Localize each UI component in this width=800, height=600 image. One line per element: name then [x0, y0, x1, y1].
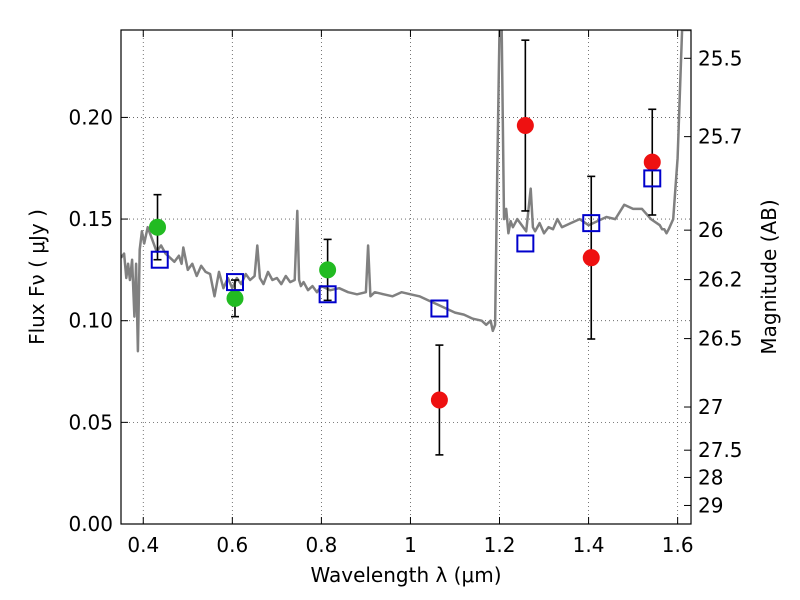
x-axis-label: Wavelength λ (μm)	[310, 563, 501, 587]
y-tick-label: 0.05	[68, 410, 113, 434]
spectrum-group	[121, 30, 691, 353]
model-square	[226, 273, 244, 292]
right-tick-label: 29	[698, 493, 723, 517]
y-axis-label: Flux Fν ( μJy )	[25, 209, 49, 345]
x-tick-label: 1.4	[573, 533, 605, 557]
right-tick-label: 27.5	[698, 438, 743, 462]
y-tick-label: 0.00	[68, 512, 113, 536]
y-tick-label: 0.15	[68, 207, 113, 231]
spectrum-line	[121, 30, 691, 353]
x-tick-label: 1.2	[484, 533, 516, 557]
model-square	[150, 250, 169, 269]
right-tick-label: 26.2	[698, 268, 743, 292]
marker-group	[149, 117, 662, 409]
model-square	[430, 299, 449, 318]
data-point	[430, 391, 448, 409]
model-square	[582, 214, 601, 233]
model-square	[318, 285, 337, 304]
right-tick-label: 25.7	[698, 125, 743, 149]
x-tick-label: 0.6	[216, 533, 248, 557]
right-tick-label: 27	[698, 395, 723, 419]
model-square	[516, 234, 535, 253]
x-tick-label: 0.4	[127, 533, 159, 557]
right-tick-label: 26.5	[698, 327, 743, 351]
data-point	[582, 249, 600, 267]
data-point	[643, 153, 661, 171]
x-tick-label: 1	[404, 533, 417, 557]
right-tick-label: 25.5	[698, 46, 743, 70]
data-point	[516, 117, 534, 135]
plot-frame	[120, 29, 692, 525]
data-point	[319, 261, 337, 279]
y-tick-label: 0.20	[68, 105, 113, 129]
ticks: 0.4 0.6 0.8 1 1.2 1.4 1.6 0.00 0.05 0.10 0.15 0.20 2…	[68, 30, 743, 557]
x-tick-label: 0.8	[305, 533, 337, 557]
right-axis-label: Magnitude (AB)	[757, 199, 781, 354]
grid	[121, 30, 691, 524]
data-point	[226, 289, 244, 307]
right-tick-label: 26	[698, 218, 723, 242]
y-tick-label: 0.10	[68, 309, 113, 333]
data-point	[149, 218, 167, 236]
right-tick-label: 28	[698, 465, 723, 489]
plot-area	[121, 30, 691, 456]
model-square	[643, 169, 662, 188]
x-tick-label: 1.6	[662, 533, 694, 557]
